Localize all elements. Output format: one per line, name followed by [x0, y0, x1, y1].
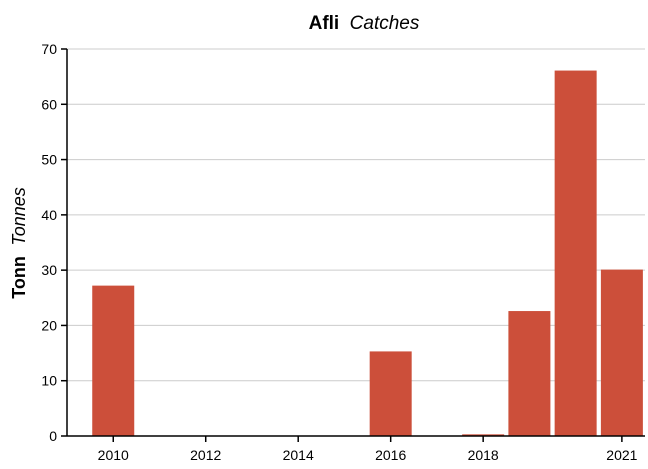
chart-title-sub: Catches [350, 13, 420, 34]
y-tick-label: 10 [41, 373, 57, 389]
x-tick-label: 2010 [98, 447, 129, 463]
y-tick-label: 0 [49, 428, 57, 444]
y-axis-label-main: Tonn [9, 256, 29, 299]
y-axis-label: Tonn Tonnes [9, 187, 29, 299]
bar-2021 [600, 269, 643, 436]
y-tick-label: 50 [41, 152, 57, 168]
bars [92, 70, 643, 436]
y-axis-label-sub: Tonnes [9, 187, 29, 245]
gridlines [67, 48, 645, 382]
y-tick-label: 70 [41, 41, 57, 57]
chart-title: Afli Catches [309, 13, 420, 34]
bar-2018 [462, 434, 505, 436]
y-tick-label: 20 [41, 317, 57, 333]
x-tick-label: 2014 [283, 447, 314, 463]
bar-2016 [369, 351, 412, 436]
bar-2010 [92, 285, 135, 436]
y-tick-label: 30 [41, 262, 57, 278]
tick-labels: 0 10 20 30 40 50 60 70 2010 2012 2014 2016 2018 2021 [41, 41, 637, 463]
x-tick-label: 2012 [190, 447, 221, 463]
bar-2019 [508, 311, 551, 436]
x-tick-label: 2018 [468, 447, 499, 463]
y-tick-label: 60 [41, 96, 57, 112]
bar-2020 [554, 70, 597, 436]
y-tick-label: 40 [41, 207, 57, 223]
x-tick-label: 2016 [375, 447, 406, 463]
x-tick-label: 2021 [606, 447, 637, 463]
axes [61, 48, 645, 442]
chart-title-main: Afli [309, 13, 340, 34]
